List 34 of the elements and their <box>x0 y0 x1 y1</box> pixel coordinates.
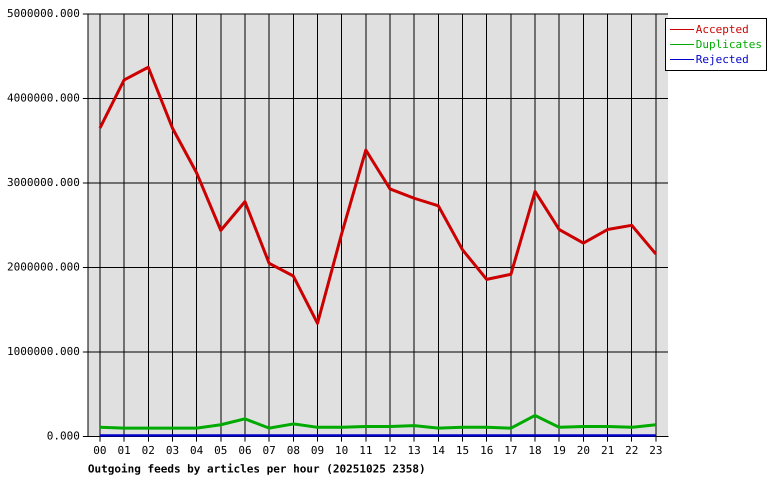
x-tick-label: 22 <box>625 444 638 458</box>
x-tick-label: 23 <box>649 444 663 458</box>
x-tick-label: 18 <box>528 444 542 458</box>
y-tick-label: 0.000 <box>46 429 80 442</box>
x-tick-label: 16 <box>480 444 494 458</box>
x-tick-label: 04 <box>190 444 204 458</box>
y-tick-label: 1000000.000 <box>6 344 80 358</box>
x-tick-label: 20 <box>576 444 590 458</box>
x-tick-label: 03 <box>166 444 180 458</box>
x-axis-title: Outgoing feeds by articles per hour (20251025 2358) <box>88 462 426 476</box>
x-tick-label: 12 <box>383 444 397 458</box>
x-tick-label: 05 <box>214 444 228 458</box>
legend-label: Duplicates <box>696 37 762 52</box>
legend-label: Accepted <box>696 22 749 37</box>
y-tick-label: 5000000.000 <box>6 6 80 20</box>
x-tick-label: 00 <box>93 444 107 458</box>
x-tick-label: 10 <box>335 444 348 458</box>
y-tick-label: 4000000.000 <box>6 91 80 104</box>
x-tick-label: 14 <box>432 444 446 458</box>
x-tick-label: 09 <box>310 444 324 458</box>
x-tick-label: 11 <box>359 444 372 458</box>
x-tick-label: 01 <box>117 444 131 458</box>
x-tick-label: 02 <box>142 444 155 458</box>
y-tick-label: 2000000.000 <box>6 260 80 274</box>
x-tick-label: 19 <box>552 444 566 458</box>
y-tick-label: 3000000.000 <box>6 176 80 189</box>
x-tick-label: 06 <box>238 444 252 458</box>
x-tick-label: 15 <box>456 444 470 458</box>
x-tick-label: 17 <box>504 444 518 458</box>
legend-label: Rejected <box>696 52 749 67</box>
x-tick-label: 21 <box>600 444 614 458</box>
x-tick-label: 07 <box>262 444 276 458</box>
x-tick-label: 08 <box>286 444 300 458</box>
x-tick-label: 13 <box>408 444 421 458</box>
